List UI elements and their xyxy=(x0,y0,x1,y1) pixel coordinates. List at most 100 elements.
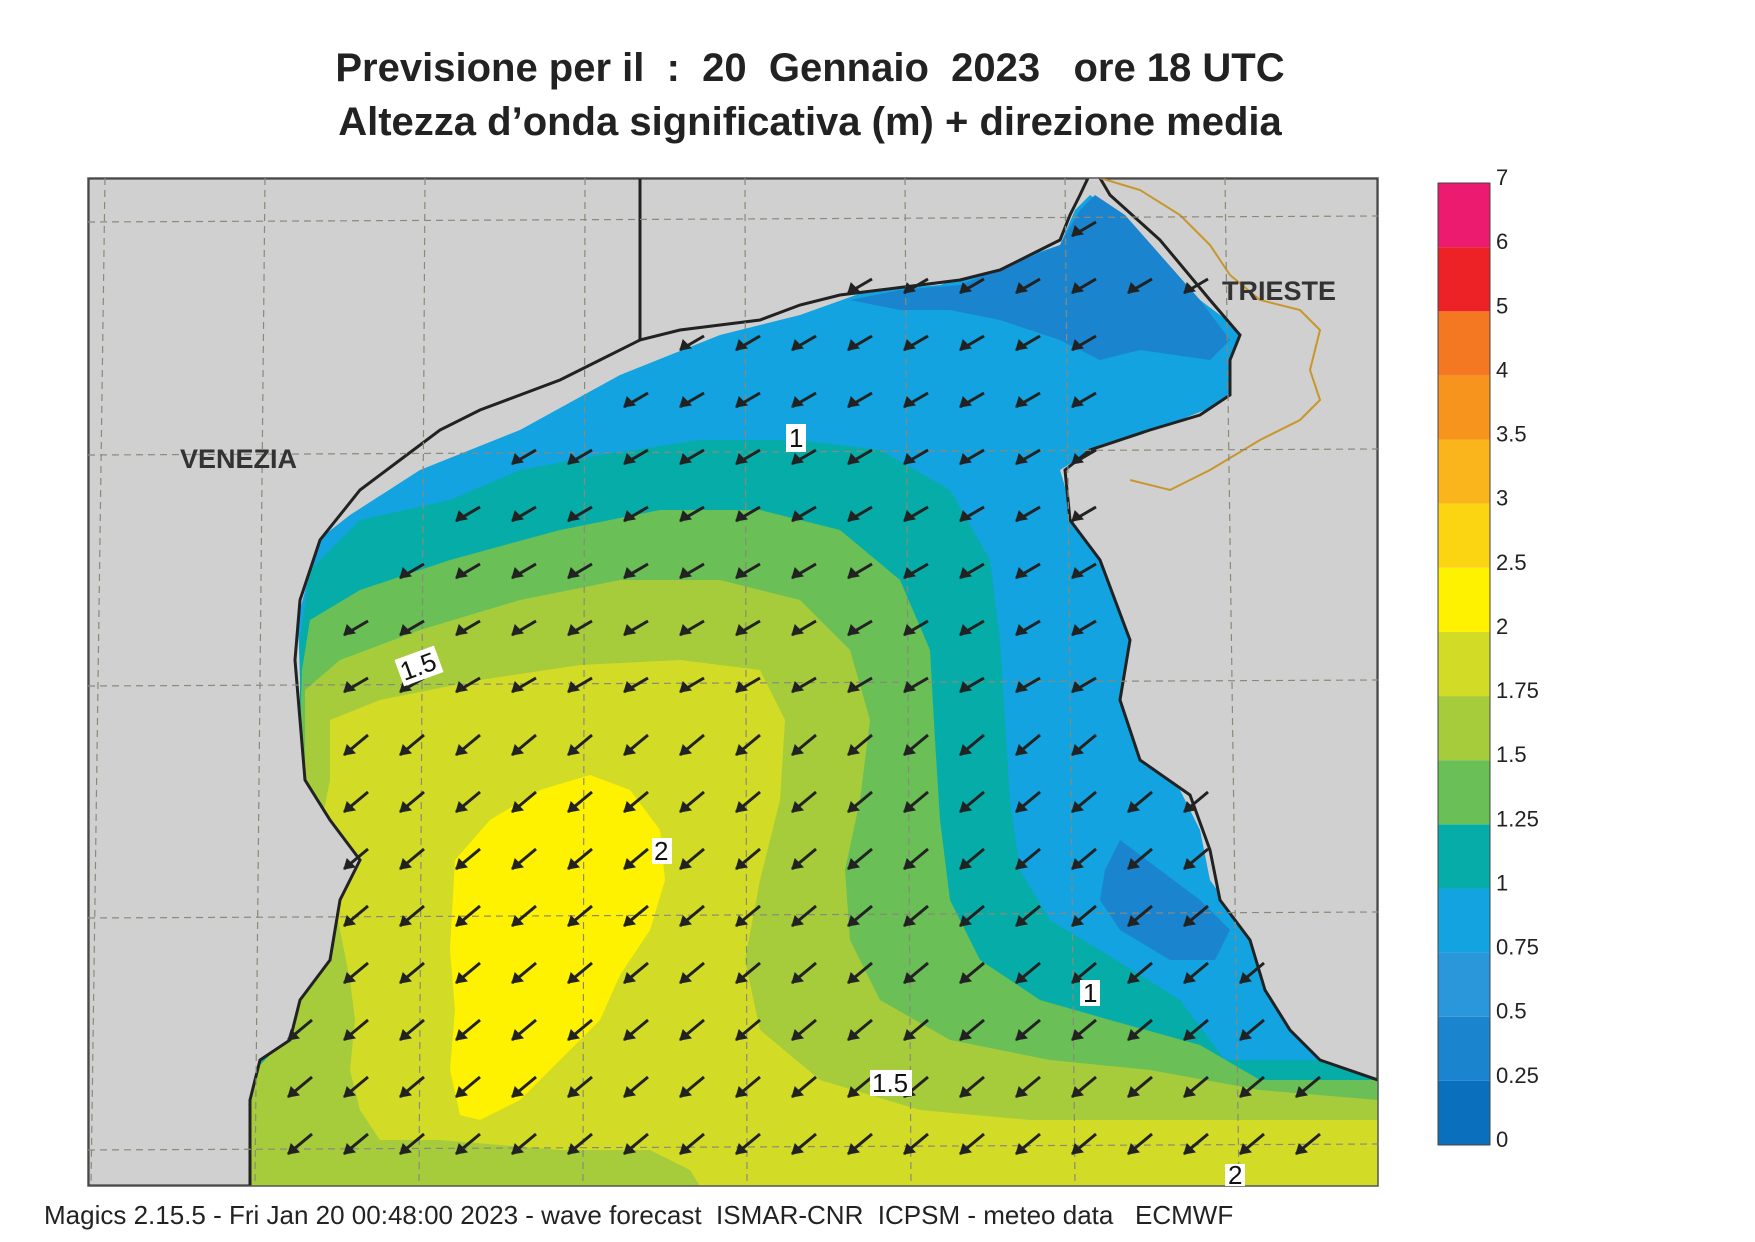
wave-direction-arrowhead xyxy=(735,624,749,636)
colorbar-tick-label: 1.25 xyxy=(1496,806,1539,831)
wave-direction-arrowhead xyxy=(1295,1143,1309,1155)
colorbar-swatch xyxy=(1438,631,1490,697)
wave-direction-arrowhead xyxy=(511,1029,525,1041)
wave-direction-arrowhead xyxy=(1183,282,1197,294)
wave-direction-arrowhead xyxy=(791,1086,805,1098)
chart-title: Previsione per il : 20 Gennaio 2023 ore … xyxy=(335,46,1285,90)
wave-direction-arrowhead xyxy=(399,1086,413,1098)
wave-direction-arrowhead xyxy=(623,681,637,693)
colorbar-swatch xyxy=(1438,183,1490,248)
border-line xyxy=(1099,178,1322,492)
wave-direction-arrowhead xyxy=(567,1029,581,1041)
wave-direction-arrowhead xyxy=(959,1086,973,1098)
wave-direction-arrowhead xyxy=(679,624,693,636)
band-0.5 xyxy=(850,195,1230,360)
wave-direction-arrowhead xyxy=(959,858,973,870)
wave-direction-arrowhead xyxy=(455,801,469,813)
wave-direction-arrowhead xyxy=(343,1086,357,1098)
wave-direction-arrowhead xyxy=(959,744,973,756)
wave-direction-arrowhead xyxy=(1071,624,1085,636)
wave-direction-arrowhead xyxy=(791,339,805,351)
wave-direction-arrowhead xyxy=(903,624,917,636)
colorbar-tick-label: 0.5 xyxy=(1496,999,1527,1024)
wave-direction-arrowhead xyxy=(791,624,805,636)
wave-direction-arrowhead xyxy=(903,858,917,870)
wave-direction-arrowhead xyxy=(1015,858,1029,870)
wave-direction-arrowhead xyxy=(735,801,749,813)
wave-direction-arrowhead xyxy=(455,858,469,870)
wave-direction-arrowhead xyxy=(1127,801,1141,813)
wave-direction-arrowhead xyxy=(847,681,861,693)
wave-direction-arrowhead xyxy=(735,858,749,870)
wave-direction-arrowhead xyxy=(623,801,637,813)
wave-direction-arrowhead xyxy=(1015,681,1029,693)
wave-direction-arrowhead xyxy=(567,744,581,756)
wave-direction-arrowhead xyxy=(847,858,861,870)
wave-direction-arrowhead xyxy=(1239,1086,1253,1098)
wave-direction-arrowhead xyxy=(399,744,413,756)
colorbar-swatch xyxy=(1438,439,1490,504)
wave-direction-arrowhead xyxy=(399,915,413,927)
wave-direction-arrowhead xyxy=(567,453,581,465)
wave-direction-arrowhead xyxy=(1183,858,1197,870)
wave-direction-arrowhead xyxy=(1071,1086,1085,1098)
wave-direction-arrowhead xyxy=(623,1086,637,1098)
wave-direction-arrowhead xyxy=(679,744,693,756)
wave-direction-arrowhead xyxy=(847,510,861,522)
wave-direction-arrowhead xyxy=(1071,225,1085,237)
land-west xyxy=(88,178,642,1186)
wave-direction-arrowhead xyxy=(511,744,525,756)
wave-direction-arrowhead xyxy=(959,972,973,984)
wave-direction-arrowhead xyxy=(959,282,973,294)
wave-direction-arrowhead xyxy=(735,972,749,984)
meridian-line xyxy=(418,177,426,1187)
wave-direction-arrowhead xyxy=(1015,801,1029,813)
colorbar-swatch xyxy=(1438,760,1490,825)
wave-direction-arrowhead xyxy=(455,510,469,522)
contour-label-1-north: 1 xyxy=(789,423,803,453)
wave-direction-arrowhead xyxy=(959,624,973,636)
colorbar-swatch xyxy=(1438,503,1490,568)
city-label-trieste: TRIESTE xyxy=(1222,276,1336,306)
wave-direction-arrowhead xyxy=(735,396,749,408)
land-east xyxy=(1063,178,1378,1082)
wave-direction-arrowhead xyxy=(1015,624,1029,636)
wave-direction-arrowhead xyxy=(343,972,357,984)
wave-direction-arrowhead xyxy=(1015,744,1029,756)
wave-direction-arrowhead xyxy=(623,624,637,636)
colorbar-tick-label: 4 xyxy=(1496,357,1508,382)
wave-direction-arrowhead xyxy=(903,396,917,408)
wave-direction-arrowhead xyxy=(1071,567,1085,579)
wave-direction-arrowhead xyxy=(679,396,693,408)
wave-direction-arrowhead xyxy=(1015,453,1029,465)
wave-direction-arrowhead xyxy=(679,339,693,351)
wave-direction-arrowhead xyxy=(847,972,861,984)
wave-direction-arrowhead xyxy=(1071,801,1085,813)
wave-direction-arrowhead xyxy=(399,801,413,813)
wave-direction-arrowhead xyxy=(623,453,637,465)
wave-direction-arrowhead xyxy=(847,1029,861,1041)
colorbar-swatch xyxy=(1438,1080,1490,1145)
colorbar-tick-label: 5 xyxy=(1496,293,1508,318)
wave-direction-arrowhead xyxy=(623,1029,637,1041)
wave-direction-arrowhead xyxy=(1239,1143,1253,1155)
wave-direction-arrowhead xyxy=(1183,1029,1197,1041)
wave-direction-arrowhead xyxy=(959,567,973,579)
colorbar-swatch xyxy=(1438,247,1490,312)
wave-direction-arrowhead xyxy=(1071,681,1085,693)
wave-direction-arrowhead xyxy=(1015,1143,1029,1155)
wave-direction-arrowhead xyxy=(1015,339,1029,351)
colorbar-tick-label: 0 xyxy=(1496,1127,1508,1152)
wave-direction-arrowhead xyxy=(1183,972,1197,984)
wave-direction-arrowhead xyxy=(455,567,469,579)
colorbar-tick-label: 1 xyxy=(1496,870,1508,895)
wave-direction-arrowhead xyxy=(567,1143,581,1155)
wave-direction-arrowhead xyxy=(1015,282,1029,294)
wave-direction-arrowhead xyxy=(567,801,581,813)
wave-direction-arrowhead xyxy=(1127,915,1141,927)
wave-direction-arrowhead xyxy=(959,1029,973,1041)
wave-direction-arrowhead xyxy=(679,801,693,813)
wave-direction-arrowhead xyxy=(623,567,637,579)
wave-direction-arrowhead xyxy=(791,915,805,927)
